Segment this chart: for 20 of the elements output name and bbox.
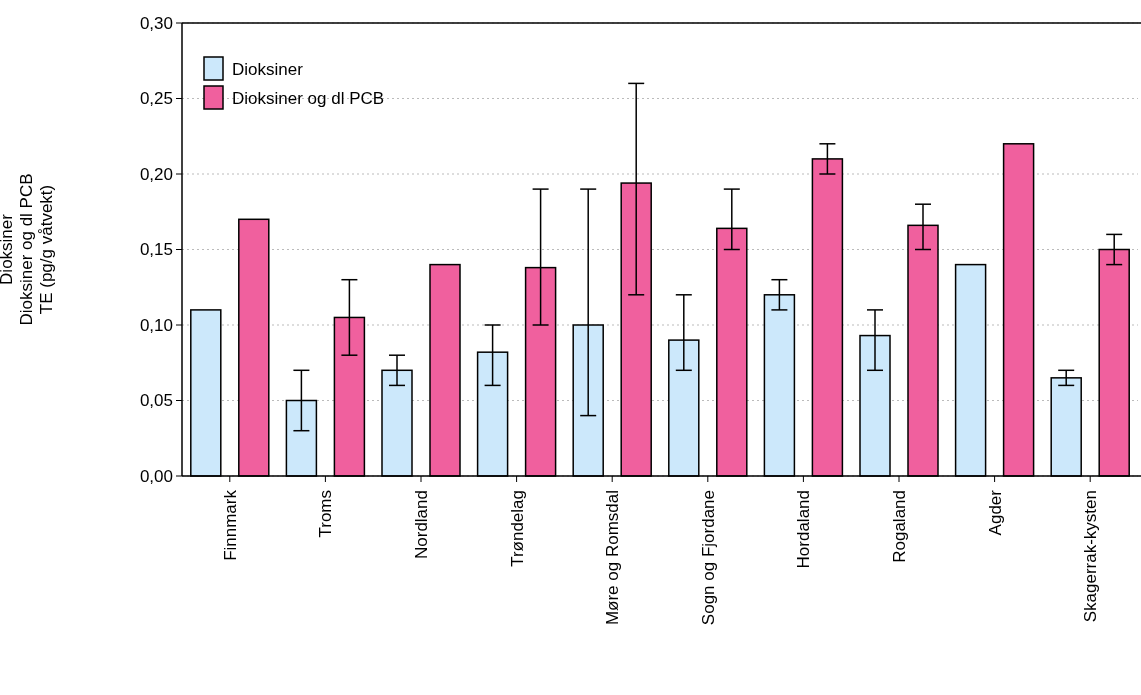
legend-label: Dioksiner og dl PCB bbox=[232, 88, 385, 108]
y-tick-label: 0,20 bbox=[139, 164, 173, 184]
y-tick-label: 0,30 bbox=[139, 13, 173, 33]
x-tick-label: Finnmark bbox=[220, 489, 240, 561]
y-tick-label: 0,00 bbox=[139, 466, 173, 486]
y-axis-title: Dioksiner Dioksiner og dl PCB TE (pg/g våtvekt) bbox=[0, 173, 57, 326]
x-tick-label: Trøndelag bbox=[507, 490, 527, 567]
y-tick-label: 0,25 bbox=[139, 89, 173, 109]
x-tick-label: Sogn og Fjordane bbox=[698, 490, 718, 626]
x-tick-label: Hordaland bbox=[794, 490, 814, 569]
x-tick-label: Agder bbox=[985, 489, 1005, 536]
y-tick-label: 0,15 bbox=[139, 240, 173, 260]
x-tick-label: Rogaland bbox=[889, 490, 909, 563]
x-tick-label: Troms bbox=[316, 490, 336, 538]
y-tick-label: 0,05 bbox=[139, 391, 173, 411]
y-tick-label: 0,10 bbox=[139, 315, 173, 335]
x-tick-label: Møre og Romsdal bbox=[603, 490, 623, 626]
x-tick-label: Skagerrak-kysten bbox=[1081, 490, 1101, 623]
x-tick-label: Nordland bbox=[411, 490, 431, 559]
legend-label: Dioksiner bbox=[232, 59, 304, 79]
